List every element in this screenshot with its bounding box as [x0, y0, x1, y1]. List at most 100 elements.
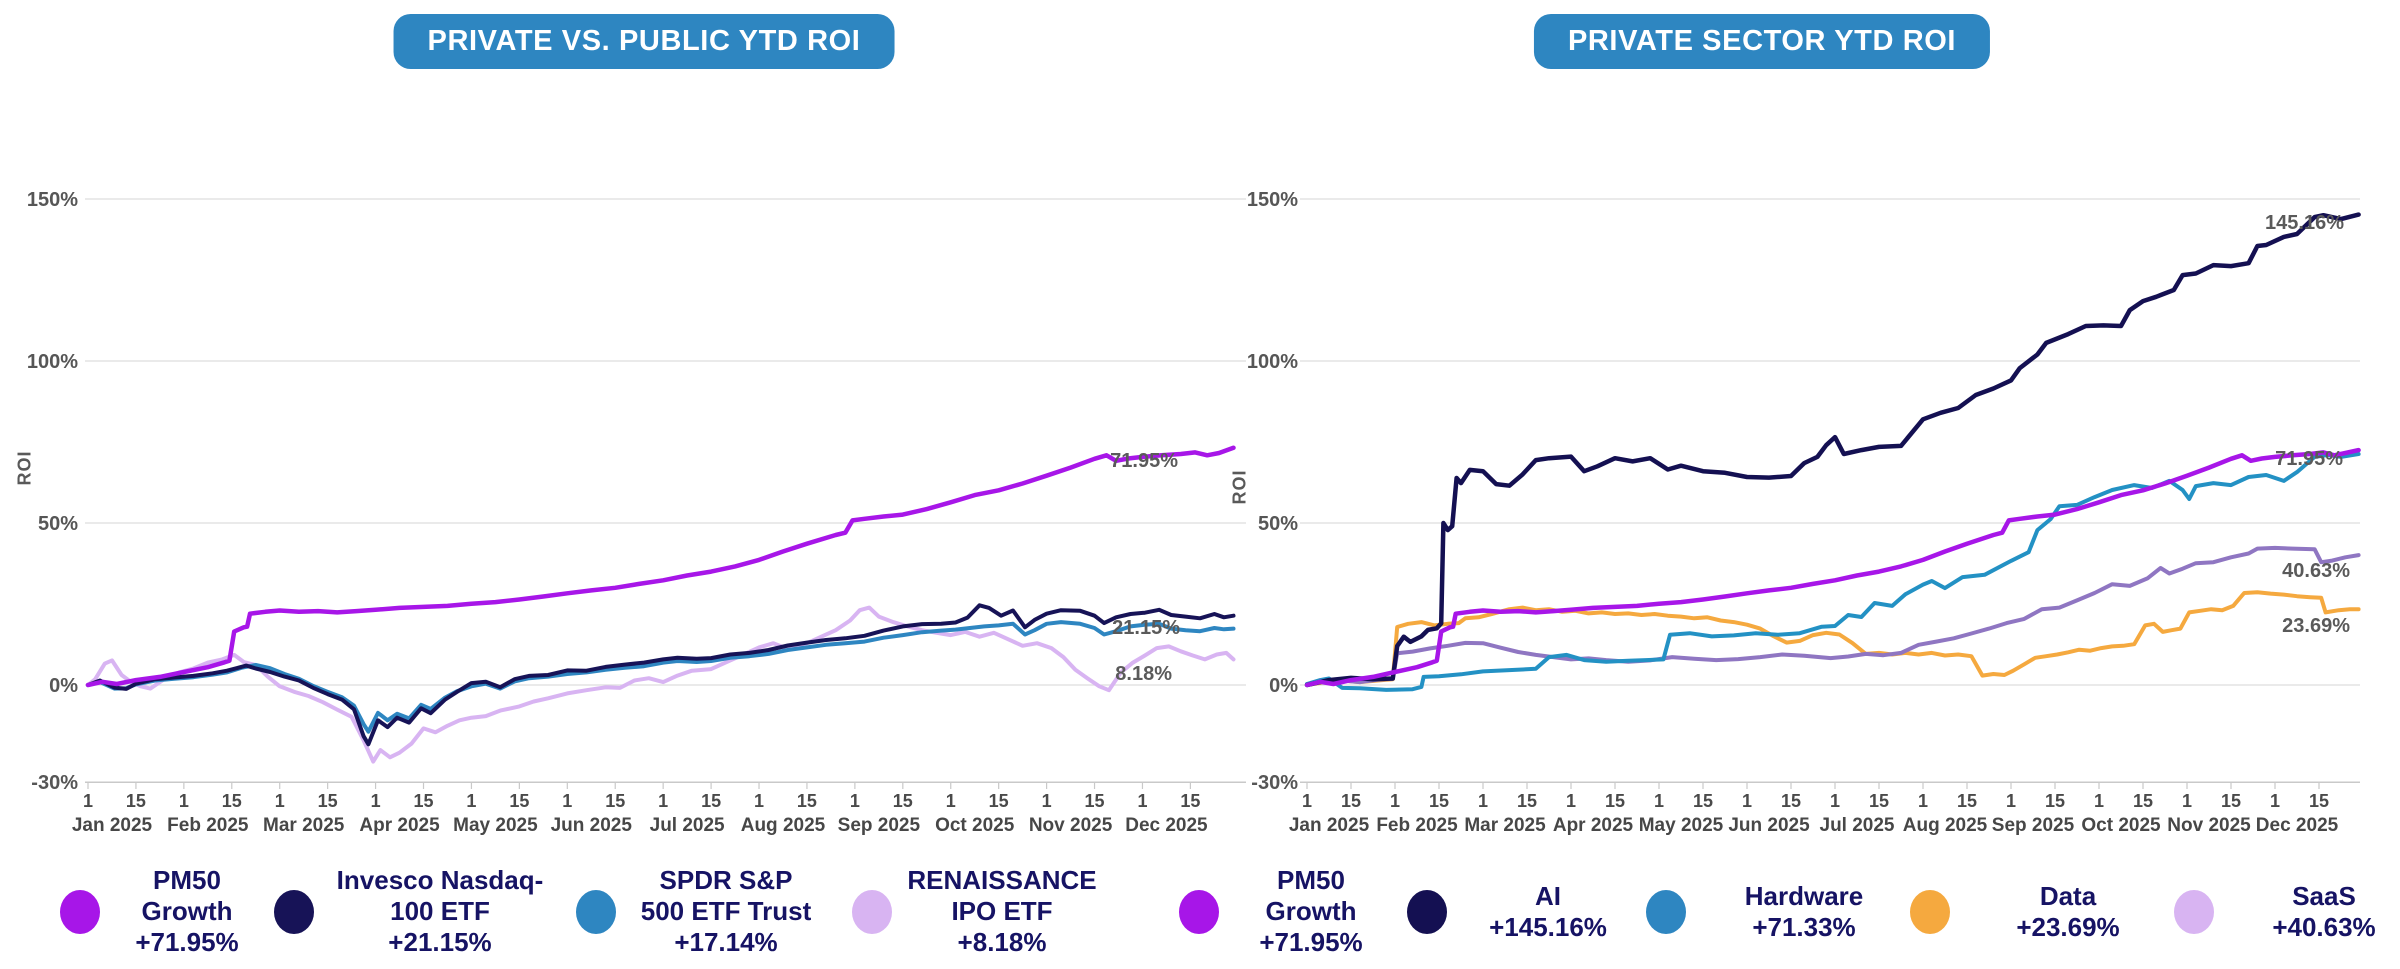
x-day-label: 15	[1341, 791, 1361, 811]
y-tick-label: 100%	[1247, 351, 1298, 373]
series-line-spdr-sp500-etf	[86, 620, 1236, 734]
y-tick-label: 100%	[27, 351, 78, 373]
x-day-label: 15	[222, 791, 242, 811]
x-month-label: Apr 2025	[359, 815, 440, 836]
series-line-pm50-growth	[1304, 447, 2361, 688]
x-day-label: 1	[658, 791, 668, 811]
x-day-label: 15	[1869, 791, 1889, 811]
right-chart-title: PRIVATE SECTOR YTD ROI	[1533, 14, 1991, 69]
x-day-label: 1	[1137, 791, 1147, 811]
series-end-label: 40.63%	[2282, 560, 2350, 582]
x-day-label: 1	[562, 791, 572, 811]
legend-dot-data	[1910, 890, 1950, 934]
x-day-label: 15	[797, 791, 817, 811]
legend-dot-spdr-s-p	[576, 890, 616, 934]
x-day-label: 1	[275, 791, 285, 811]
x-day-label: 15	[701, 791, 721, 811]
x-day-label: 1	[946, 791, 956, 811]
x-month-label: Jun 2025	[1728, 815, 1810, 836]
x-month-label: Jul 2025	[650, 815, 725, 836]
series-end-label: 145.16%	[2265, 212, 2344, 234]
x-day-label: 15	[1180, 791, 1200, 811]
x-month-label: Oct 2025	[2081, 815, 2161, 836]
x-month-label: May 2025	[1639, 815, 1724, 836]
x-day-label: 1	[1742, 791, 1752, 811]
x-day-label: 1	[2182, 791, 2192, 811]
legend-dot-ai	[1407, 890, 1447, 934]
x-day-label: 15	[2221, 791, 2241, 811]
series-end-label: 71.95%	[1110, 450, 1178, 472]
x-month-label: Jan 2025	[72, 815, 153, 836]
x-month-label: Jul 2025	[1820, 815, 1895, 836]
legend-label-ai: AI +145.16%	[1489, 880, 1607, 942]
x-month-label: Sep 2025	[1992, 815, 2075, 836]
x-day-label: 15	[893, 791, 913, 811]
legend-dot-saas	[2174, 890, 2214, 934]
x-day-label: 1	[2270, 791, 2280, 811]
x-day-label: 1	[1918, 791, 1928, 811]
x-day-label: 1	[1566, 791, 1576, 811]
y-tick-label: 50%	[38, 513, 78, 535]
series-end-label: 23.69%	[2282, 615, 2350, 637]
y-tick-label: -30%	[1251, 772, 1298, 794]
legend-label-pm50: PM50 Growth +71.95%	[1259, 865, 1363, 958]
x-day-label: 1	[371, 791, 381, 811]
x-day-label: 1	[1654, 791, 1664, 811]
series-line-data	[1305, 590, 2361, 687]
legend-label-data: Data +23.69%	[2016, 880, 2120, 942]
x-month-label: May 2025	[453, 815, 538, 836]
y-tick-label: 0%	[49, 675, 78, 697]
x-day-label: 1	[466, 791, 476, 811]
x-day-label: 15	[1517, 791, 1537, 811]
x-day-label: 15	[509, 791, 529, 811]
legend-dot-hardware	[1646, 890, 1686, 934]
y-tick-label: 50%	[1258, 513, 1298, 535]
series-line-pm50-growth	[85, 445, 1236, 688]
legend-label-invesco-nasdaq-: Invesco Nasdaq- 100 ETF +21.15%	[336, 865, 544, 958]
y-tick-label: 150%	[1247, 189, 1298, 211]
legend-label-pm50: PM50 Growth +71.95%	[135, 865, 239, 958]
series-end-label: 21.15%	[1112, 617, 1180, 639]
x-day-label: 15	[1429, 791, 1449, 811]
x-month-label: Sep 2025	[838, 815, 921, 836]
x-month-label: Mar 2025	[263, 815, 345, 836]
x-month-label: Jan 2025	[1289, 815, 1370, 836]
legend-dot-pm50	[60, 890, 100, 934]
x-day-label: 15	[989, 791, 1009, 811]
y-tick-label: 0%	[1269, 675, 1298, 697]
x-day-label: 15	[1781, 791, 1801, 811]
y-tick-label: 150%	[27, 189, 78, 211]
x-month-label: Mar 2025	[1464, 815, 1546, 836]
legend-label-saas: SaaS +40.63%	[2272, 880, 2376, 942]
x-month-label: Aug 2025	[1903, 815, 1988, 836]
legend-label-spdr-s-p: SPDR S&P 500 ETF Trust +17.14%	[640, 865, 812, 958]
legend-dot-pm50	[1179, 890, 1219, 934]
x-day-label: 1	[83, 791, 93, 811]
x-day-label: 15	[2309, 791, 2329, 811]
x-month-label: Dec 2025	[2256, 815, 2339, 836]
x-month-label: Oct 2025	[935, 815, 1015, 836]
x-month-label: Feb 2025	[1376, 815, 1458, 836]
x-day-label: 1	[1830, 791, 1840, 811]
x-day-label: 15	[1605, 791, 1625, 811]
x-day-label: 15	[318, 791, 338, 811]
series-line-hardware	[1305, 452, 2361, 692]
legend-label-hardware: Hardware +71.33%	[1744, 880, 1864, 942]
legend-dot-invesco-nasdaq-	[274, 890, 314, 934]
x-day-label: 15	[1085, 791, 1105, 811]
legend-dot-renaissance	[852, 890, 892, 934]
series-line-invesco-nasdaq-100-etf	[86, 603, 1236, 747]
x-day-label: 1	[2006, 791, 2016, 811]
x-day-label: 15	[1693, 791, 1713, 811]
x-month-label: Jun 2025	[551, 815, 633, 836]
series-end-label: 71.95%	[2275, 448, 2343, 470]
x-day-label: 1	[850, 791, 860, 811]
x-day-label: 1	[1042, 791, 1052, 811]
x-day-label: 1	[1302, 791, 1312, 811]
x-month-label: Feb 2025	[167, 815, 249, 836]
series-line-saas	[1305, 545, 2361, 687]
x-day-label: 1	[1478, 791, 1488, 811]
series-line-ai	[1304, 212, 2361, 688]
